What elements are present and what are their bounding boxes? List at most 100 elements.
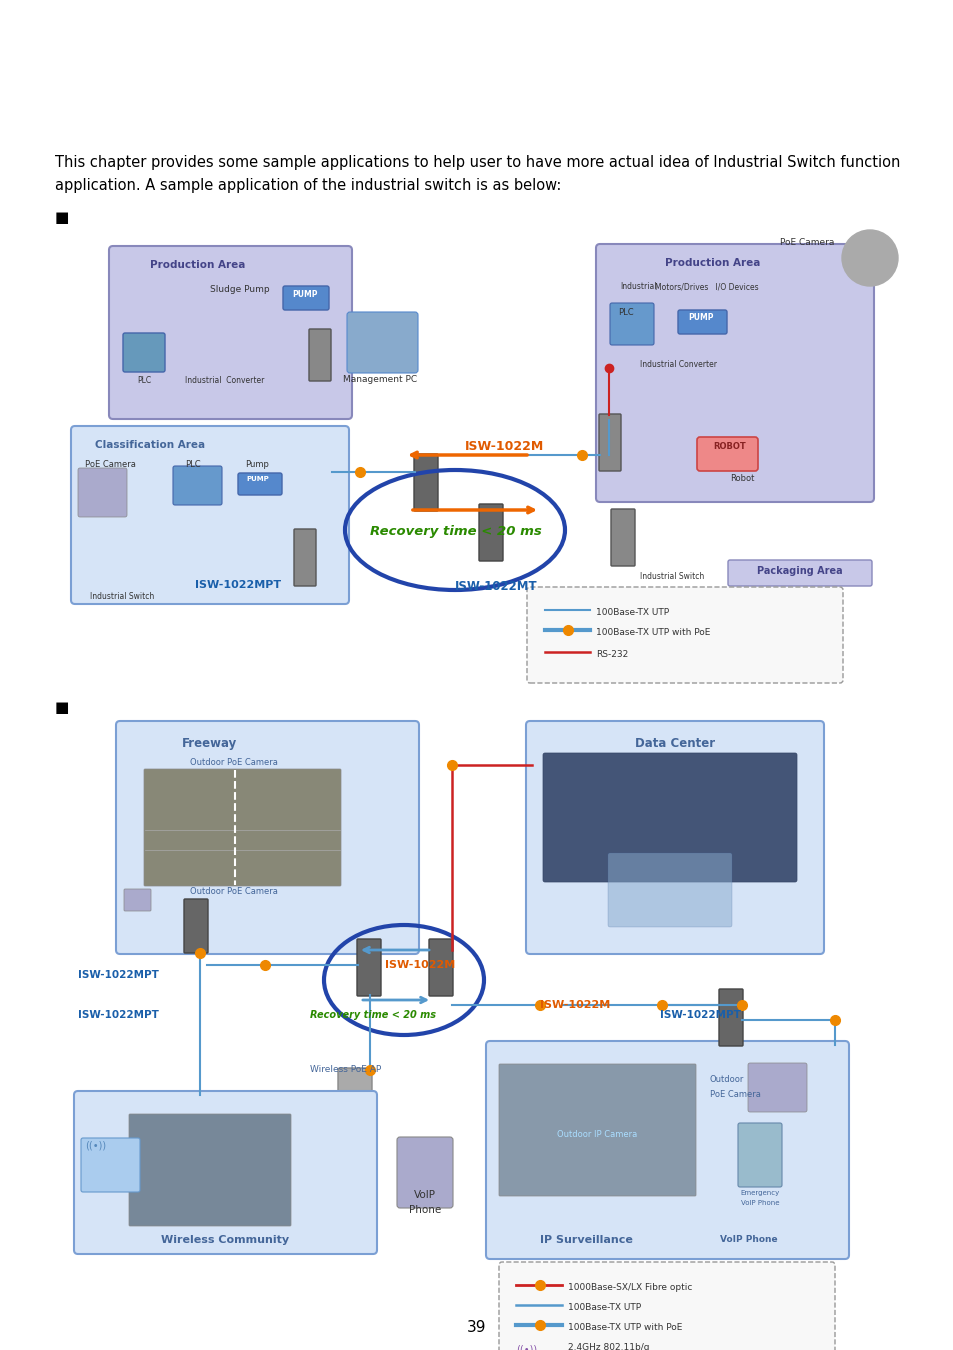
Text: 39: 39 [467,1320,486,1335]
FancyBboxPatch shape [81,1138,140,1192]
Circle shape [841,230,897,286]
Text: Phone: Phone [409,1206,440,1215]
Text: 2.4GHz 802.11b/g: 2.4GHz 802.11b/g [567,1343,649,1350]
FancyBboxPatch shape [123,333,165,373]
FancyBboxPatch shape [396,1137,453,1208]
Text: PLC: PLC [618,308,633,317]
Text: PUMP: PUMP [246,477,269,482]
FancyBboxPatch shape [356,940,380,996]
Text: application. A sample application of the industrial switch is as below:: application. A sample application of the… [55,178,560,193]
Text: RS-232: RS-232 [596,649,628,659]
Text: VoIP Phone: VoIP Phone [740,1200,779,1206]
Text: Industrial Switch: Industrial Switch [639,572,703,580]
FancyBboxPatch shape [598,414,620,471]
Text: ISW-1022M: ISW-1022M [385,960,455,971]
FancyBboxPatch shape [747,1062,806,1112]
FancyBboxPatch shape [109,246,352,418]
Text: VoIP: VoIP [414,1189,436,1200]
Text: 100Base-TX UTP: 100Base-TX UTP [567,1303,640,1312]
Text: ISW-1022MPT: ISW-1022MPT [78,971,159,980]
Text: VoIP Phone: VoIP Phone [720,1235,777,1243]
FancyBboxPatch shape [607,853,731,927]
Text: Pump: Pump [245,460,269,468]
Text: PUMP: PUMP [687,313,713,323]
Text: ■: ■ [55,701,70,716]
Text: PLC: PLC [185,460,200,468]
Text: ISW-1022M: ISW-1022M [464,440,543,454]
Text: Wireless Community: Wireless Community [161,1235,289,1245]
FancyBboxPatch shape [738,1123,781,1187]
Text: Packaging Area: Packaging Area [757,566,841,576]
Text: PoE Camera: PoE Camera [780,238,834,247]
Text: Industrial Converter: Industrial Converter [639,360,717,369]
FancyBboxPatch shape [414,454,437,512]
Text: Production Area: Production Area [150,261,245,270]
Text: ISW-1022MPT: ISW-1022MPT [78,1010,159,1021]
Text: Data Center: Data Center [635,737,715,751]
Text: Outdoor IP Camera: Outdoor IP Camera [557,1130,637,1139]
Text: PUMP: PUMP [292,290,317,298]
FancyBboxPatch shape [129,1114,291,1226]
FancyBboxPatch shape [78,468,127,517]
Text: ((•)): ((•)) [516,1345,537,1350]
FancyBboxPatch shape [309,329,331,381]
FancyBboxPatch shape [678,310,726,333]
Text: 100Base-TX UTP with PoE: 100Base-TX UTP with PoE [596,628,710,637]
Text: Industrial: Industrial [619,282,656,292]
Text: ISW-1022MPT: ISW-1022MPT [194,580,281,590]
FancyBboxPatch shape [184,899,208,953]
FancyBboxPatch shape [697,437,758,471]
Text: Recovery time < 20 ms: Recovery time < 20 ms [310,1010,436,1021]
Text: Production Area: Production Area [664,258,760,269]
FancyBboxPatch shape [144,769,340,886]
Text: ROBOT: ROBOT [712,441,745,451]
Text: ISW-1022MPT: ISW-1022MPT [659,1010,740,1021]
Text: Sludge Pump: Sludge Pump [210,285,270,294]
Text: ((•)): ((•)) [85,1139,106,1150]
Text: Emergency: Emergency [740,1189,779,1196]
FancyBboxPatch shape [294,529,315,586]
Text: 100Base-TX UTP: 100Base-TX UTP [596,608,668,617]
Text: 100Base-TX UTP with PoE: 100Base-TX UTP with PoE [567,1323,681,1332]
Text: Outdoor: Outdoor [709,1075,743,1084]
Text: PoE Camera: PoE Camera [85,460,135,468]
FancyBboxPatch shape [596,244,873,502]
Text: ISW-1022M: ISW-1022M [539,1000,610,1010]
FancyBboxPatch shape [237,472,282,495]
FancyBboxPatch shape [124,890,151,911]
FancyBboxPatch shape [485,1041,848,1260]
FancyBboxPatch shape [347,312,417,373]
Text: Robot: Robot [729,474,754,483]
Text: PoE Camera: PoE Camera [709,1089,760,1099]
Text: ISW-1022MT: ISW-1022MT [455,580,537,593]
Text: Classification Area: Classification Area [95,440,205,450]
FancyBboxPatch shape [609,302,654,346]
Text: Management PC: Management PC [342,375,416,383]
Text: 1000Base-SX/LX Fibre optic: 1000Base-SX/LX Fibre optic [567,1282,692,1292]
Text: Outdoor PoE Camera: Outdoor PoE Camera [190,887,277,896]
FancyBboxPatch shape [526,587,842,683]
FancyBboxPatch shape [429,940,453,996]
FancyBboxPatch shape [172,466,222,505]
FancyBboxPatch shape [610,509,635,566]
FancyBboxPatch shape [116,721,418,954]
Text: This chapter provides some sample applications to help user to have more actual : This chapter provides some sample applic… [55,155,900,170]
FancyBboxPatch shape [727,560,871,586]
FancyBboxPatch shape [498,1064,696,1196]
FancyBboxPatch shape [542,753,796,882]
Text: Industrial Switch: Industrial Switch [90,593,154,601]
FancyBboxPatch shape [478,504,502,562]
Text: Freeway: Freeway [182,737,237,751]
Text: ■: ■ [55,211,70,225]
FancyBboxPatch shape [498,1262,834,1350]
Text: Motors/Drives   I/O Devices: Motors/Drives I/O Devices [655,282,758,292]
FancyBboxPatch shape [337,1068,372,1142]
Text: Industrial  Converter: Industrial Converter [185,377,264,385]
FancyBboxPatch shape [283,286,329,310]
FancyBboxPatch shape [525,721,823,954]
FancyBboxPatch shape [719,990,742,1046]
FancyBboxPatch shape [74,1091,376,1254]
FancyBboxPatch shape [71,427,349,603]
Text: IP Surveillance: IP Surveillance [539,1235,632,1245]
Text: Outdoor PoE Camera: Outdoor PoE Camera [190,757,277,767]
